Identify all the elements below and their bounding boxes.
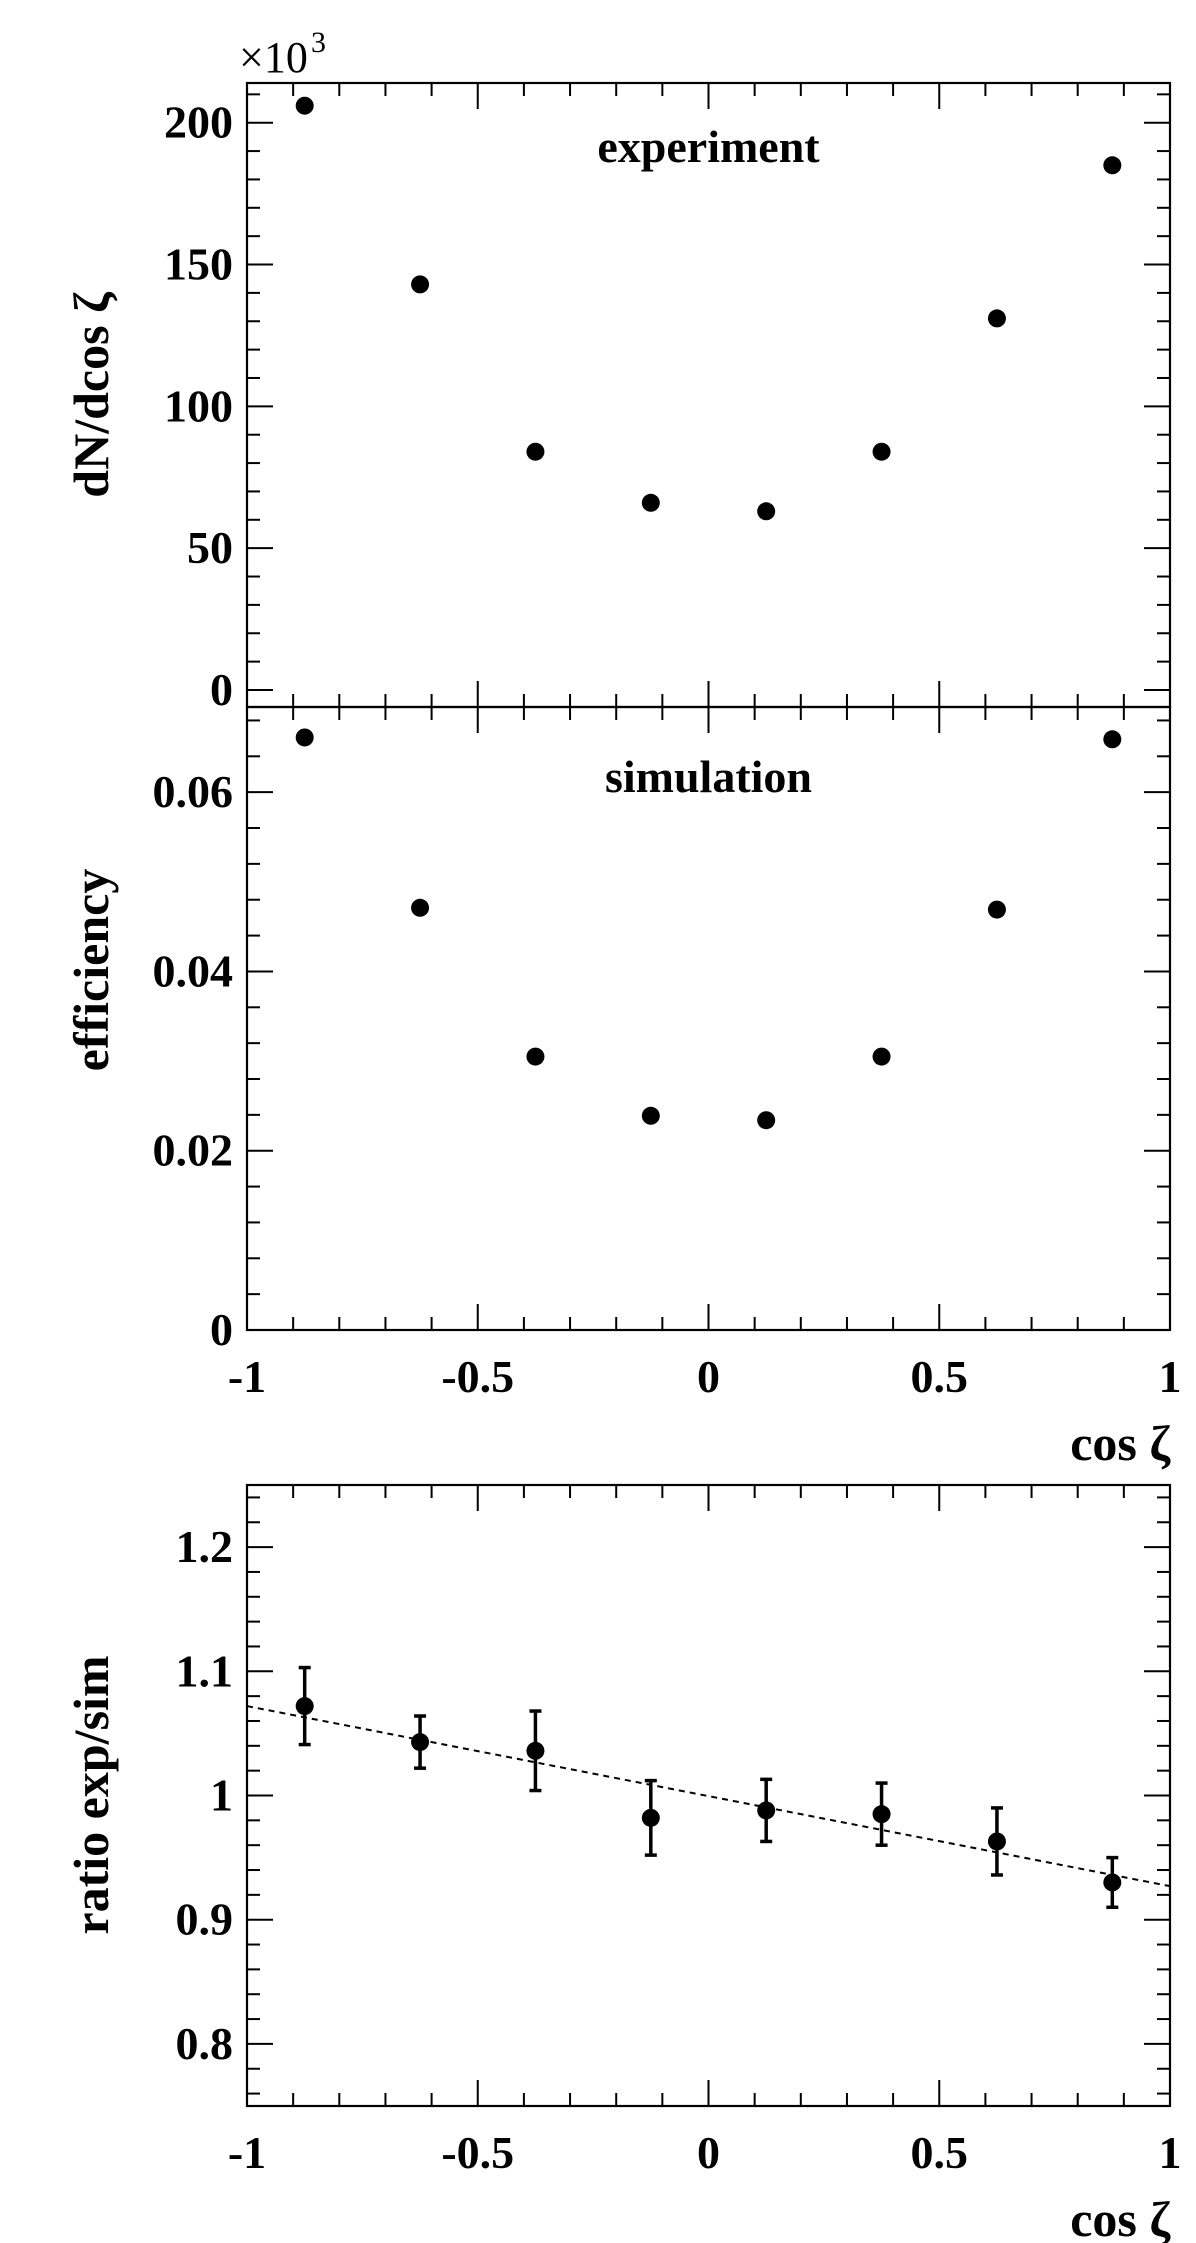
y-tick-label: 0.8 [176, 2018, 234, 2069]
data-point [987, 1832, 1006, 1851]
data-point [411, 275, 430, 294]
data-point [641, 493, 660, 512]
data-point [872, 442, 891, 461]
x-tick-label: 1 [1159, 1351, 1182, 1402]
data-point [295, 96, 314, 115]
data-point [411, 1733, 430, 1752]
y-tick-label: 1.2 [176, 1521, 234, 1572]
data-point [526, 1741, 545, 1760]
y-tick-label: 150 [164, 239, 233, 290]
x-tick-label: -0.5 [441, 1351, 514, 1402]
plot-frame [245, 81, 1172, 709]
data-point [411, 898, 430, 917]
x-tick-label: 0 [697, 1351, 720, 1402]
y-multiplier: ×10 [239, 33, 308, 82]
data-point [295, 1697, 314, 1716]
y-tick-label: 100 [164, 380, 233, 431]
data-point [526, 1047, 545, 1066]
x-tick-label: 0.5 [911, 1351, 969, 1402]
y-tick-label: 1.1 [176, 1645, 234, 1696]
x-tick-label: 0.5 [911, 2127, 969, 2178]
x-tick-label: 0 [697, 2127, 720, 2178]
x-tick-label: -1 [228, 2127, 266, 2178]
x-axis-label: cos ζ [1070, 1415, 1171, 1471]
y-multiplier-exponent: 3 [311, 26, 326, 59]
fit-line [246, 1705, 1171, 1888]
x-axis-label: cos ζ [1070, 2191, 1171, 2243]
y-axis-label: efficiency [63, 869, 119, 1072]
y-axis-label: dN/dcos ζ [63, 291, 119, 498]
panel-2: 0 0.02 0.04 0.06 -1 -0.5 0 0.5 1 cos ζ efficiency s… [63, 705, 1182, 1471]
data-point [295, 728, 314, 747]
data-point [987, 900, 1006, 919]
y-tick-label: 1 [210, 1770, 233, 1821]
data-point [757, 1111, 776, 1130]
data-point [641, 1106, 660, 1125]
data-point [1103, 156, 1122, 175]
data-point [757, 502, 776, 521]
data-point [1103, 1873, 1122, 1892]
x-tick-label: -0.5 [441, 2127, 514, 2178]
y-tick-label: 0 [210, 1304, 233, 1355]
data-point [987, 309, 1006, 328]
panel-annotation: experiment [597, 121, 820, 172]
data-point [872, 1805, 891, 1824]
data-point [1103, 730, 1122, 749]
data-point [872, 1047, 891, 1066]
y-tick-label: 0.04 [153, 945, 234, 996]
panel-3: 0.8 0.9 1 1.1 1.2 -1 -0.5 0 0.5 1 cos ζ ratio exp/s… [63, 1483, 1182, 2243]
y-tick-label: 200 [164, 97, 233, 148]
y-axis-label: ratio exp/sim [63, 1655, 119, 1934]
data-point [641, 1808, 660, 1827]
x-tick-label: 1 [1159, 2127, 1182, 2178]
data-point [757, 1801, 776, 1820]
y-tick-label: 0.06 [153, 766, 234, 817]
panel-annotation: simulation [605, 751, 812, 802]
y-tick-label: 0.02 [153, 1125, 234, 1176]
x-tick-label: -1 [228, 1351, 266, 1402]
y-tick-label: 0 [210, 664, 233, 715]
y-tick-label: 0.9 [176, 1894, 234, 1945]
plot-frame [245, 1483, 1172, 2108]
y-tick-label: 50 [187, 522, 233, 573]
data-point [526, 442, 545, 461]
panel-1: 0 50 100 150 200 dN/dcos ζ experiment ×10 3 [63, 26, 1172, 715]
